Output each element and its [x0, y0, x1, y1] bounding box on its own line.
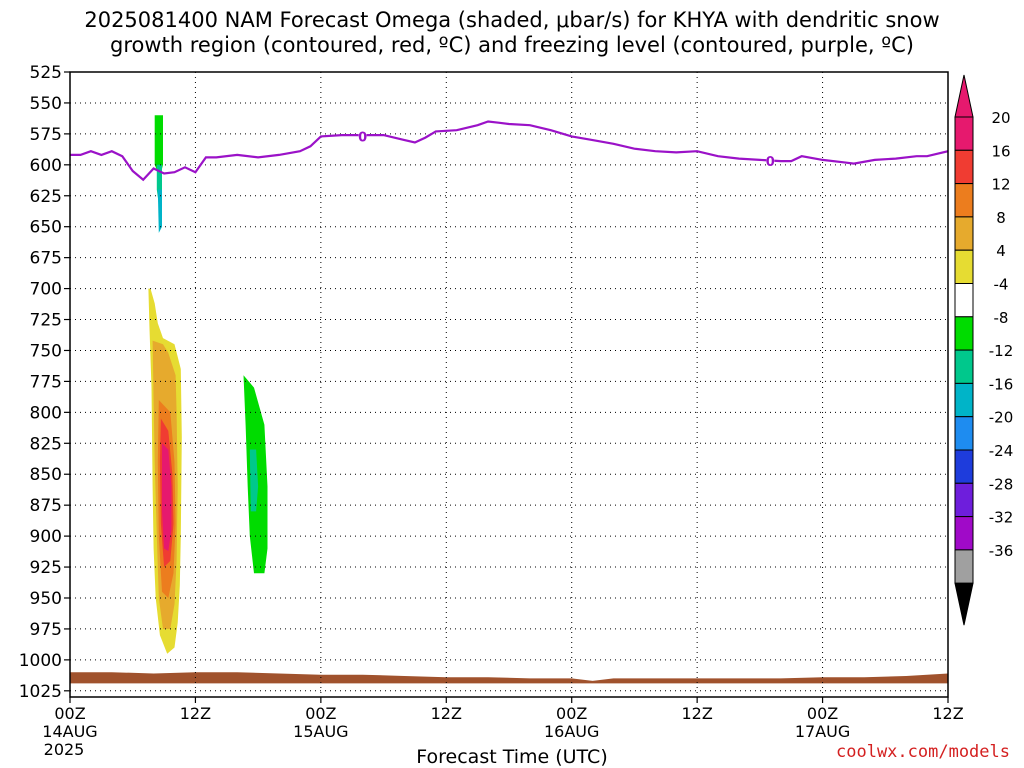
colorbar-segment-7: [954, 349, 974, 384]
colorbar-label-8: -16: [989, 375, 1014, 393]
colorbar-label-5: -4: [994, 276, 1009, 294]
y-tick-label-13: 850: [30, 465, 62, 485]
y-tick-label-16: 925: [30, 558, 62, 578]
y-tick-label-20: 1025: [19, 682, 62, 702]
freezing-level-label-1: 0: [766, 155, 775, 170]
colorbar-segment-2: [954, 183, 974, 218]
colorbar-label-0: 20: [991, 109, 1010, 127]
credit-text: coolwx.com/models: [836, 742, 1010, 762]
y-tick-label-12: 825: [30, 434, 62, 454]
colorbar-segment-3: [954, 216, 974, 251]
x-axis-label: Forecast Time (UTC): [416, 746, 608, 768]
omega-area-4: [154, 115, 163, 178]
chart-title-line2: growth region (contoured, red, ºC) and f…: [110, 33, 914, 57]
x-date-label-4: 16AUG: [544, 722, 599, 741]
freezing-label-bg-1: [766, 154, 775, 169]
y-tick-label-9: 750: [30, 341, 62, 361]
y-tick-label-0: 525: [30, 63, 62, 83]
x-tick-label-6: 00Z: [807, 704, 838, 723]
colorbar-segment-8: [954, 382, 974, 418]
colorbar-label-12: -32: [989, 509, 1014, 527]
colorbar-label-2: 12: [991, 176, 1010, 194]
omega-area-14: [162, 443, 172, 551]
colorbar-segment-1: [954, 149, 974, 185]
freezing-level-label-0: 0: [358, 130, 367, 145]
x-date-label-2: 15AUG: [293, 722, 348, 741]
y-tick-label-19: 1000: [19, 651, 62, 671]
y-tick-label-4: 625: [30, 187, 62, 207]
colorbar-segment-4: [954, 249, 974, 284]
omega-area-3: [754, 600, 764, 606]
y-tick-label-15: 900: [30, 527, 62, 547]
colorbar-label-1: 16: [991, 142, 1010, 160]
x-tick-label-2: 00Z: [305, 704, 336, 723]
x-tick-label-1: 12Z: [180, 704, 211, 723]
colorbar-label-6: -8: [994, 309, 1009, 327]
colorbar-segment-13: [954, 549, 974, 584]
y-tick-label-18: 975: [30, 620, 62, 640]
x-date-label-0: 14AUG: [42, 722, 97, 741]
colorbar-label-7: -12: [989, 342, 1014, 360]
x-tick-label-3: 12Z: [431, 704, 462, 723]
y-tick-label-11: 800: [30, 403, 62, 423]
y-tick-label-17: 950: [30, 589, 62, 609]
colorbar-label-13: -36: [989, 542, 1014, 560]
freezing-label-bg-0: [358, 129, 367, 144]
x-tick-label-7: 12Z: [932, 704, 963, 723]
omega-area-8: [157, 189, 162, 233]
y-tick-label-6: 675: [30, 249, 62, 269]
x-year-label-0: 2025: [44, 740, 85, 759]
colorbar-label-11: -28: [989, 475, 1014, 493]
x-tick-label-0: 00Z: [54, 704, 85, 723]
colorbar-segment-10: [954, 449, 974, 484]
colorbar-segment-5: [954, 283, 974, 318]
y-tick-label-1: 550: [30, 94, 62, 114]
y-tick-label-2: 575: [30, 125, 62, 145]
colorbar-label-10: -24: [989, 442, 1014, 460]
chart-title-line1: 2025081400 NAM Forecast Omega (shaded, μ…: [84, 8, 940, 32]
colorbar-label-9: -20: [989, 409, 1014, 427]
x-date-label-6: 17AUG: [795, 722, 850, 741]
colorbar-bottom-arrow: [954, 582, 974, 626]
terrain-area: [70, 672, 948, 684]
x-tick-label-5: 12Z: [681, 704, 712, 723]
y-tick-label-7: 700: [30, 280, 62, 300]
y-tick-label-8: 725: [30, 311, 62, 331]
colorbar-top-arrow: [954, 74, 974, 118]
y-tick-label-3: 600: [30, 156, 62, 176]
colorbar-label-4: 4: [996, 242, 1006, 260]
plot-frame: [69, 71, 949, 698]
colorbar-segment-12: [954, 516, 974, 551]
colorbar-segment-6: [954, 316, 974, 351]
y-tick-label-14: 875: [30, 496, 62, 516]
x-tick-label-4: 00Z: [556, 704, 587, 723]
colorbar-segment-0: [954, 116, 974, 151]
colorbar-label-3: 8: [996, 209, 1006, 227]
colorbar-segment-11: [954, 482, 974, 518]
colorbar-segment-9: [954, 416, 974, 451]
y-tick-label-5: 650: [30, 218, 62, 238]
freezing-level-line: [70, 120, 948, 182]
omega-area-9: [925, 527, 935, 574]
y-tick-label-10: 775: [30, 372, 62, 392]
omega-area-7: [249, 449, 259, 512]
omega-area-2: [347, 573, 356, 586]
